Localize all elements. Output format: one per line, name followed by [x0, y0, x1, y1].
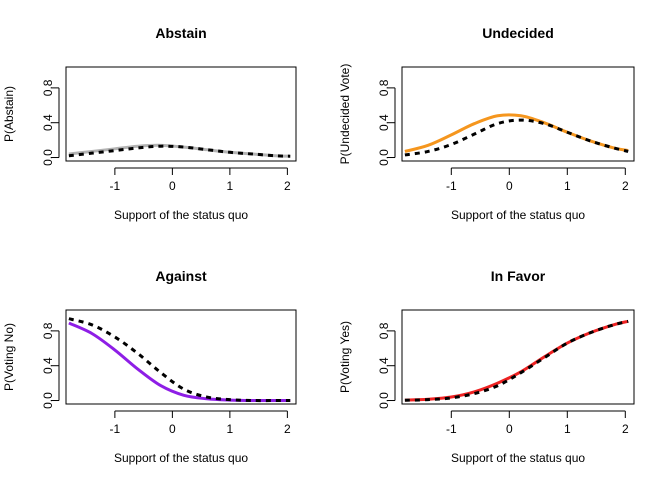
series-line-1 — [404, 118, 629, 157]
y-tick-label: 0.8 — [41, 322, 55, 339]
x-tick-label: 2 — [284, 179, 291, 193]
x-tick-label: 1 — [227, 179, 234, 193]
plot-frame — [401, 309, 635, 405]
x-tick-label: 0 — [169, 422, 176, 436]
chart-title: Against — [155, 268, 207, 284]
x-axis-label: Support of the status quo — [114, 208, 248, 222]
y-tick-label: 0.8 — [377, 79, 391, 96]
y-tick-label: 0.0 — [377, 149, 391, 166]
x-axis-label: Support of the status quo — [114, 451, 248, 465]
y-tick-label: 0.4 — [41, 114, 55, 131]
x-tick-label: 1 — [564, 179, 571, 193]
x-tick-label: 1 — [227, 422, 234, 436]
x-axis-label: Support of the status quo — [451, 451, 585, 465]
plot-frame — [65, 66, 297, 162]
series-line-0 — [68, 321, 291, 403]
x-tick-label: -1 — [446, 422, 457, 436]
series-line-1 — [404, 319, 629, 402]
y-tick-label: 0.4 — [41, 357, 55, 374]
series-line-0 — [404, 319, 629, 402]
y-axis-label: P(Undecided Vote) — [338, 64, 352, 165]
series-line-1 — [68, 144, 291, 158]
y-tick-label: 0.0 — [41, 149, 55, 166]
x-tick-label: 2 — [622, 422, 629, 436]
x-axis-label: Support of the status quo — [451, 208, 585, 222]
y-tick-label: 0.4 — [377, 114, 391, 131]
x-tick-label: 2 — [284, 422, 291, 436]
panel-3: In Favor -1 0 1 2 Support of the status quo 0.… — [338, 268, 635, 465]
x-tick-label: -1 — [110, 422, 121, 436]
panel-0: Abstain -1 0 1 2 Support of the status quo 0.0… — [2, 25, 297, 222]
y-tick-label: 0.4 — [377, 357, 391, 374]
x-tick-label: -1 — [446, 179, 457, 193]
plot-frame — [401, 66, 635, 162]
y-tick-label: 0.0 — [41, 392, 55, 409]
x-tick-label: 1 — [564, 422, 571, 436]
y-tick-label: 0.0 — [377, 392, 391, 409]
x-tick-label: 2 — [622, 179, 629, 193]
x-tick-label: 0 — [169, 179, 176, 193]
y-axis-label: P(Abstain) — [2, 86, 16, 142]
y-tick-label: 0.8 — [377, 322, 391, 339]
x-tick-label: -1 — [110, 179, 121, 193]
panel-2: Against -1 0 1 2 Support of the status quo 0.0… — [2, 268, 297, 465]
chart-title: In Favor — [491, 268, 546, 284]
series-line-1 — [68, 317, 291, 403]
chart-title: Undecided — [482, 25, 554, 41]
chart-title: Abstain — [155, 25, 206, 41]
y-axis-label: P(Voting Yes) — [338, 321, 352, 393]
x-tick-label: 0 — [506, 179, 513, 193]
panel-1: Undecided -1 0 1 2 Support of the status quo 0… — [338, 25, 635, 222]
series-line-0 — [404, 113, 629, 153]
x-tick-label: 0 — [506, 422, 513, 436]
y-tick-label: 0.8 — [41, 79, 55, 96]
plot-frame — [65, 309, 297, 405]
y-axis-label: P(Voting No) — [2, 323, 16, 391]
